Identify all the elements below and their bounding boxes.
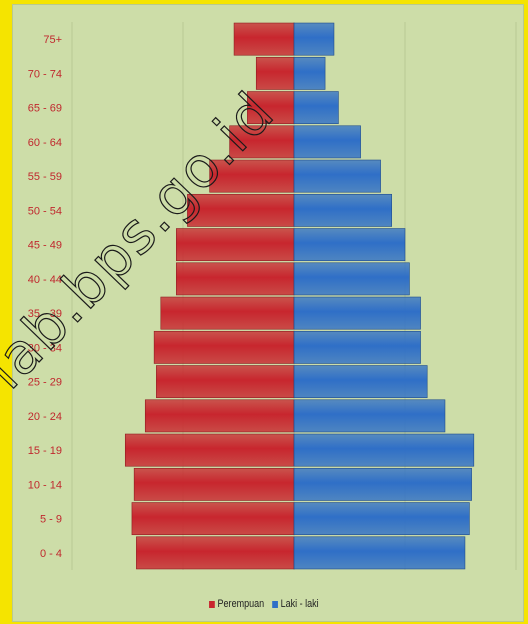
bar-laki-laki [293,56,326,90]
bar-laki-laki [293,433,475,467]
bar-laki-laki [293,536,466,570]
bar-perempuan [233,22,295,56]
y-tick-label: 75+ [43,34,62,46]
y-tick-label: 55 - 59 [28,171,62,183]
bar-perempuan [136,536,295,570]
bar-perempuan [144,399,295,433]
bar-perempuan [160,296,295,330]
bar-perempuan [133,467,295,501]
legend-label-laki: Laki - laki [280,598,319,610]
legend-swatch-perempuan [209,600,216,608]
legend-label-perempuan: Perempuan [217,598,265,610]
bars [124,22,475,570]
y-tick-label: 65 - 69 [28,103,62,115]
legend-swatch-laki [272,600,279,608]
y-tick-label: 40 - 44 [28,274,62,286]
y-tick-label: 30 - 34 [28,342,62,354]
bar-laki-laki [293,296,421,330]
y-tick-label: 10 - 14 [28,479,62,491]
bar-perempuan [187,193,295,227]
bar-perempuan [153,330,295,364]
bar-laki-laki [293,399,446,433]
y-axis-labels: 0 - 4 5 - 9 10 - 14 15 - 19 20 - 24 25 - 29 30… [28,34,62,560]
bar-laki-laki [293,365,428,399]
bar-perempuan [176,262,295,296]
y-tick-label: 50 - 54 [28,205,62,217]
bar-laki-laki [293,91,339,125]
bar-laki-laki [293,467,472,501]
y-tick-label: 70 - 74 [28,68,62,80]
y-tick-label: 5 - 9 [40,514,62,526]
bar-perempuan [124,433,295,467]
bar-perempuan [176,228,295,262]
bar-laki-laki [293,159,381,193]
bar-laki-laki [293,125,361,159]
bar-perempuan [209,159,295,193]
bar-laki-laki [293,502,470,536]
bar-perempuan [247,91,295,125]
y-tick-label: 25 - 29 [28,377,62,389]
bar-laki-laki [293,193,392,227]
legend-item-perempuan: Perempuan [209,598,264,610]
y-tick-label: 60 - 64 [28,137,62,149]
legend: Perempuan Laki - laki [48,598,481,610]
bar-laki-laki [293,22,335,56]
bar-perempuan [131,502,295,536]
y-tick-label: 35 - 39 [28,308,62,320]
y-tick-label: 0 - 4 [40,548,62,560]
bar-laki-laki [293,262,410,296]
legend-item-laki: Laki - laki [272,598,319,610]
bar-perempuan [255,56,295,90]
y-tick-label: 20 - 24 [28,411,62,423]
bar-perempuan [229,125,295,159]
y-tick-label: 15 - 19 [28,445,62,457]
bar-laki-laki [293,330,421,364]
bar-perempuan [156,365,295,399]
y-tick-label: 45 - 49 [28,240,62,252]
bar-laki-laki [293,228,406,262]
